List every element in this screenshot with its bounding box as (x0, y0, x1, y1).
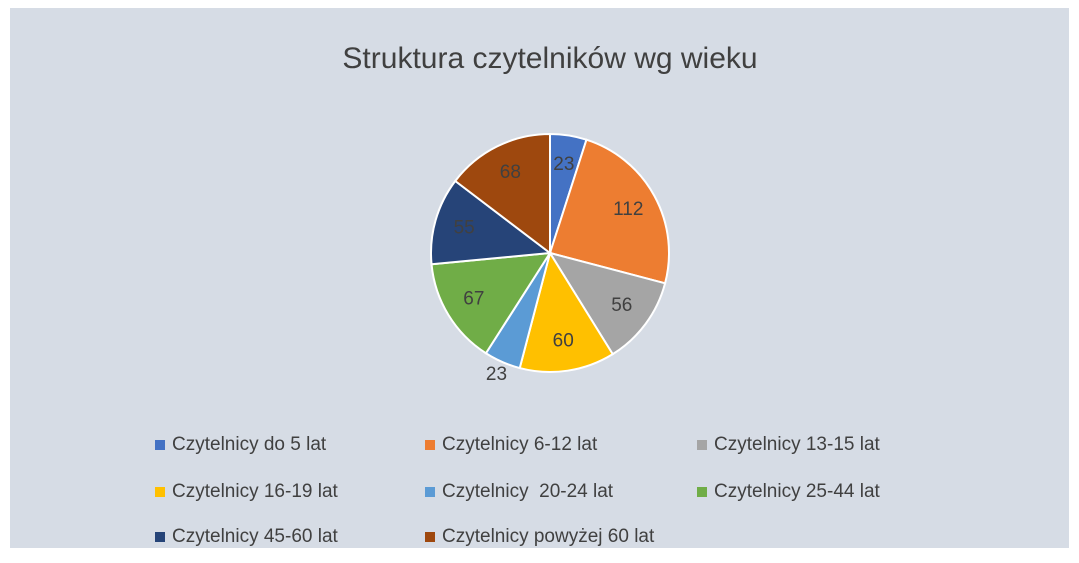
data-label: 23 (553, 154, 574, 175)
pie-slice (548, 138, 670, 285)
legend-label: Czytelnicy 6-12 lat (442, 434, 598, 455)
legend-label: Czytelnicy 16-19 lat (172, 481, 339, 502)
data-label: 56 (611, 295, 632, 316)
legend-swatch (425, 440, 435, 450)
legend-swatch (425, 532, 435, 542)
legend-swatch (155, 487, 165, 497)
legend-swatch (697, 440, 707, 450)
pie-slice (430, 179, 553, 266)
chart-title: Struktura czytelników wg wieku (342, 42, 757, 75)
data-label: 23 (486, 364, 507, 385)
legend-label: Czytelnicy powyżej 60 lat (442, 526, 655, 547)
data-label: 112 (613, 199, 643, 220)
legend-swatch (155, 532, 165, 542)
pie-slice (430, 251, 552, 355)
data-label: 55 (454, 218, 475, 239)
legend-swatch (425, 487, 435, 497)
legend-swatch (155, 440, 165, 450)
pie-slice (453, 132, 551, 256)
data-label: 68 (500, 162, 521, 183)
legend-label: Czytelnicy 20-24 lat (442, 481, 614, 502)
legend-label: Czytelnicy 25-44 lat (714, 481, 881, 502)
data-label: 60 (553, 330, 574, 351)
pie-slice (547, 251, 667, 356)
legend-label: Czytelnicy 13-15 lat (714, 434, 881, 455)
legend-swatch (697, 487, 707, 497)
legend-label: Czytelnicy 45-60 lat (172, 526, 339, 547)
data-label: 67 (463, 289, 484, 310)
legend-label: Czytelnicy do 5 lat (172, 434, 327, 455)
